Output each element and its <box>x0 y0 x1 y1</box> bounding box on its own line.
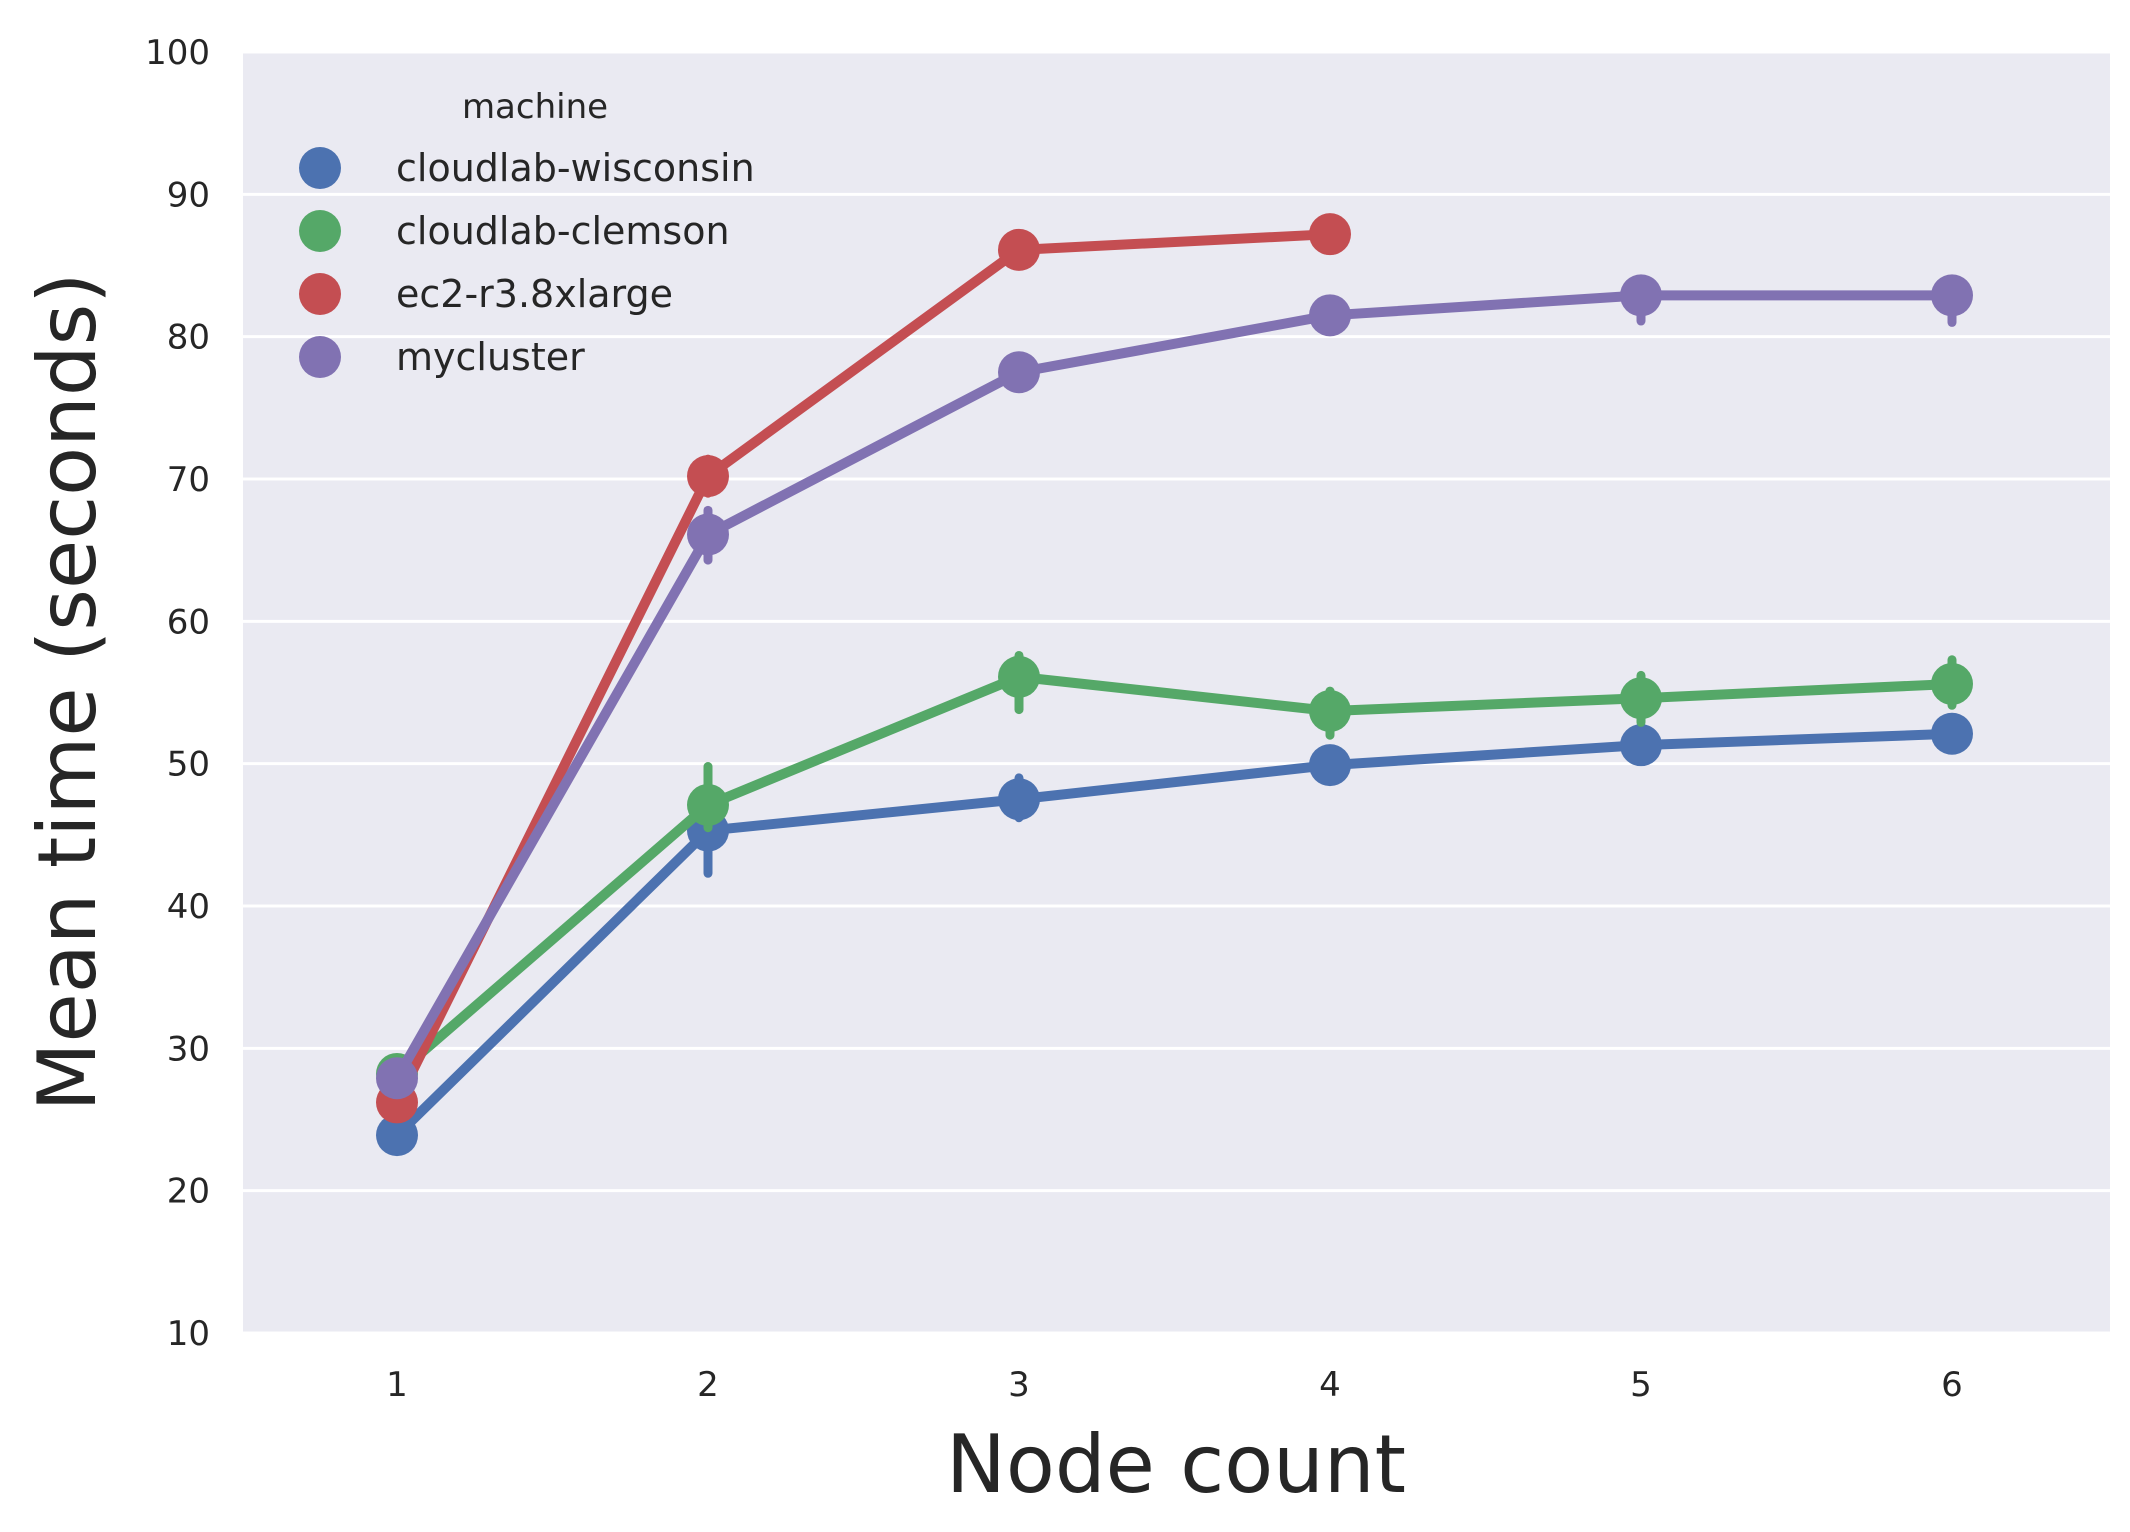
legend-label: cloudlab-wisconsin <box>396 146 755 190</box>
x-axis-ticks: 1 2 3 4 5 6 <box>386 1365 1963 1405</box>
y-tick-label: 20 <box>167 1172 210 1212</box>
legend-title: machine <box>462 87 608 127</box>
series-line <box>392 229 1335 1108</box>
legend: machine cloudlab-wisconsin cloudlab-clems… <box>299 87 755 379</box>
data-point <box>1931 712 1973 755</box>
series-line <box>392 290 1957 1084</box>
legend-marker <box>299 273 341 315</box>
data-point <box>1309 690 1351 733</box>
y-axis-title: Mean time (seconds) <box>21 273 114 1112</box>
x-tick-label: 3 <box>1008 1365 1030 1405</box>
data-point <box>998 655 1040 698</box>
data-point <box>1309 213 1351 256</box>
series-cloudlab-clemson <box>376 650 1973 1095</box>
data-point <box>998 778 1040 821</box>
data-point <box>1309 294 1351 337</box>
legend-marker <box>299 336 341 378</box>
data-point <box>1309 744 1351 787</box>
series-ec2-r3.8xlarge <box>376 213 1351 1124</box>
series-cloudlab-wisconsin <box>376 712 1973 1157</box>
y-tick-label: 100 <box>145 33 210 73</box>
data-point <box>1620 677 1662 720</box>
x-tick-label: 1 <box>386 1365 408 1405</box>
legend-marker <box>299 210 341 252</box>
data-point <box>687 783 729 826</box>
data-point <box>376 1114 418 1157</box>
data-point <box>687 513 729 556</box>
x-tick-label: 6 <box>1941 1365 1963 1405</box>
x-tick-label: 2 <box>697 1365 719 1405</box>
data-point <box>998 351 1040 394</box>
y-tick-label: 10 <box>167 1314 210 1354</box>
y-tick-label: 70 <box>167 460 210 500</box>
series-line <box>392 671 1957 1079</box>
legend-label: ec2-r3.8xlarge <box>396 272 673 316</box>
data-point <box>1620 724 1662 767</box>
x-axis-title: Node count <box>946 1418 1406 1511</box>
series-layer <box>376 213 1973 1157</box>
y-tick-label: 60 <box>167 602 210 642</box>
y-tick-label: 80 <box>167 318 210 358</box>
x-tick-label: 4 <box>1319 1365 1341 1405</box>
y-axis-ticks: 10 20 30 40 50 60 70 80 90 100 <box>145 33 210 1354</box>
data-point <box>1931 662 1973 705</box>
y-tick-label: 40 <box>167 887 210 927</box>
data-point <box>1931 274 1973 317</box>
data-point <box>687 455 729 498</box>
data-point <box>998 228 1040 271</box>
y-tick-label: 50 <box>167 745 210 785</box>
x-tick-label: 5 <box>1630 1365 1652 1405</box>
y-tick-label: 30 <box>167 1029 210 1069</box>
series-mycluster <box>376 274 1973 1100</box>
data-point <box>1620 274 1662 317</box>
legend-label: mycluster <box>396 335 585 379</box>
legend-marker <box>299 147 341 189</box>
series-line <box>392 728 1957 1141</box>
gridlines <box>243 50 2110 1335</box>
data-point <box>376 1057 418 1100</box>
y-tick-label: 90 <box>167 175 210 215</box>
legend-label: cloudlab-clemson <box>396 209 730 253</box>
